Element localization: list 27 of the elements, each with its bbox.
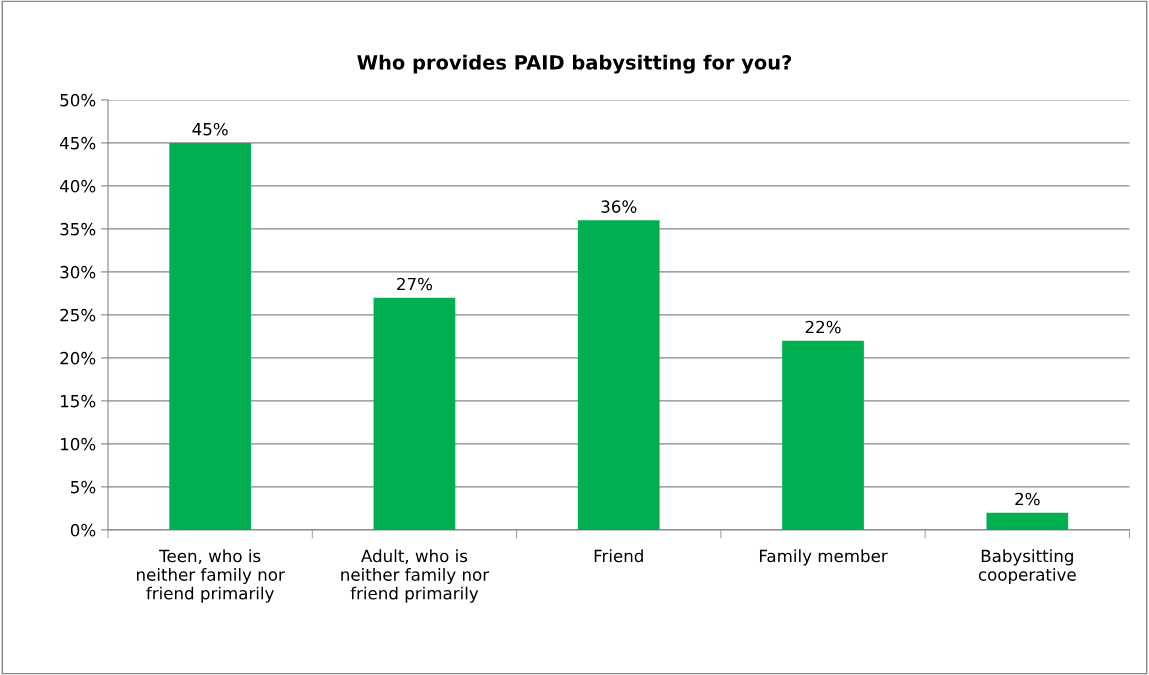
y-tick-label: 30% (60, 265, 96, 279)
y-tick-label: 50% (60, 93, 96, 107)
chart-title: Who provides PAID babysitting for you? (357, 54, 792, 74)
bar (782, 340, 864, 530)
data-label: 45% (192, 122, 228, 136)
y-tick-label: 35% (60, 222, 96, 236)
y-tick-label: 15% (60, 394, 96, 408)
x-tick-label: Adult, who is neither family nor friend primarily (341, 549, 490, 603)
bar (986, 512, 1069, 530)
y-tick-label: 20% (60, 351, 96, 365)
bar (169, 142, 252, 530)
y-tick-label: 10% (60, 437, 96, 451)
bar (373, 297, 456, 530)
y-tick-label: 0% (70, 523, 96, 537)
data-label: 2% (1015, 492, 1040, 506)
x-tick-label: Teen, who is neither family nor friend primarily (137, 549, 285, 603)
x-tick-label: Babysitting cooperative (978, 549, 1076, 585)
y-tick-label: 45% (59, 136, 96, 150)
x-tick-label: Friend (594, 549, 643, 563)
data-label: 36% (601, 200, 637, 213)
y-tick-label: 25% (60, 308, 96, 322)
x-tick-label: Family member (759, 549, 888, 566)
data-label: 27% (397, 277, 433, 291)
bar (577, 220, 660, 530)
data-label: 22% (805, 320, 841, 334)
y-tick-label: 5% (71, 480, 96, 494)
y-tick-label: 40% (59, 179, 96, 193)
